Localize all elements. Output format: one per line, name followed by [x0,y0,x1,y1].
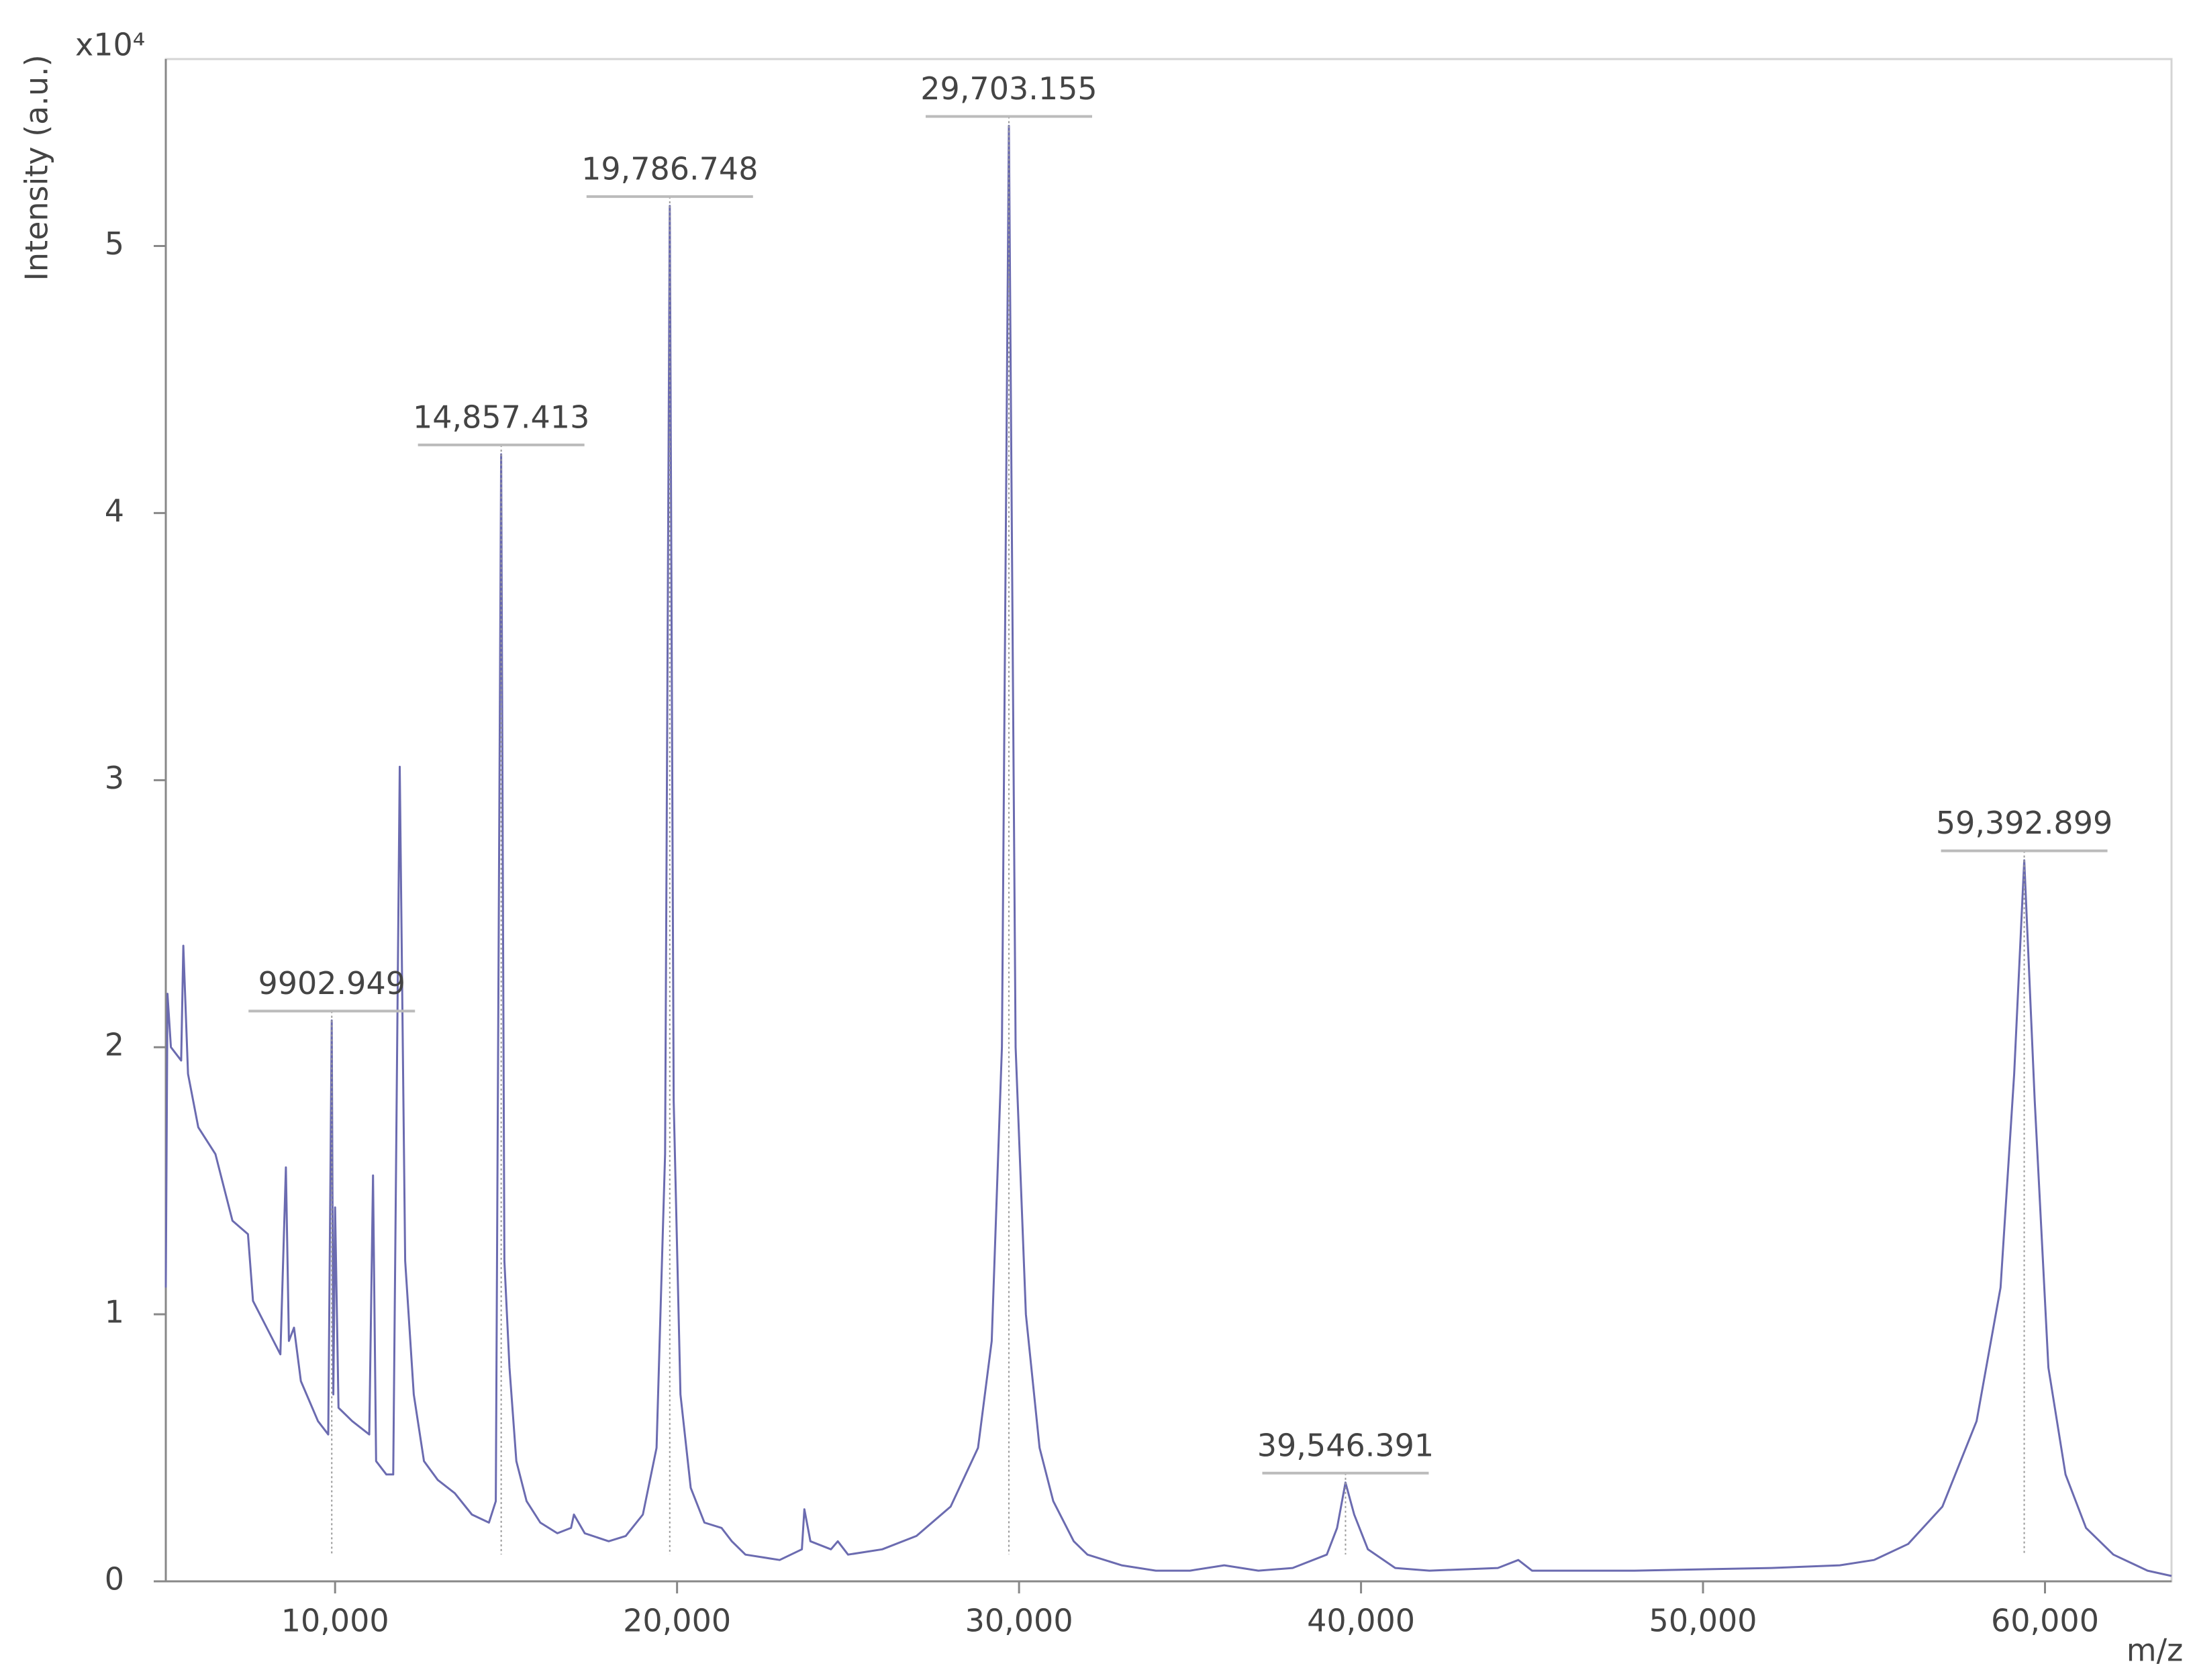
x-tick-label: 60,000 [1991,1603,2099,1639]
y-tick-label: 4 [105,493,124,529]
y-axis-title: Intensity (a.u.) [19,54,55,281]
plot-frame [164,58,2173,1583]
y-multiplier: x10⁴ [75,27,145,63]
x-tick-label: 20,000 [623,1603,731,1639]
y-tick-label: 1 [105,1294,124,1330]
y-tick-label: 0 [105,1561,124,1597]
peak-label: 29,703.155 [920,70,1097,107]
peak-label: 39,546.391 [1257,1427,1434,1463]
x-tick-label: 30,000 [965,1603,1073,1639]
peak-label: 14,857.413 [413,399,589,435]
x-tick-label: 50,000 [1649,1603,1757,1639]
y-tick-label: 3 [105,760,124,796]
y-tick-label: 5 [105,226,124,262]
peak-label: 9902.949 [258,965,405,1001]
peak-label: 19,786.748 [581,150,758,187]
peak-label: 59,392.899 [1936,805,2112,841]
x-axis-title: m/z [2127,1632,2183,1669]
x-tick-label: 40,000 [1307,1603,1415,1639]
spectrum-line [164,125,2172,1577]
x-tick-label: 10,000 [281,1603,389,1639]
y-tick-label: 2 [105,1027,124,1063]
